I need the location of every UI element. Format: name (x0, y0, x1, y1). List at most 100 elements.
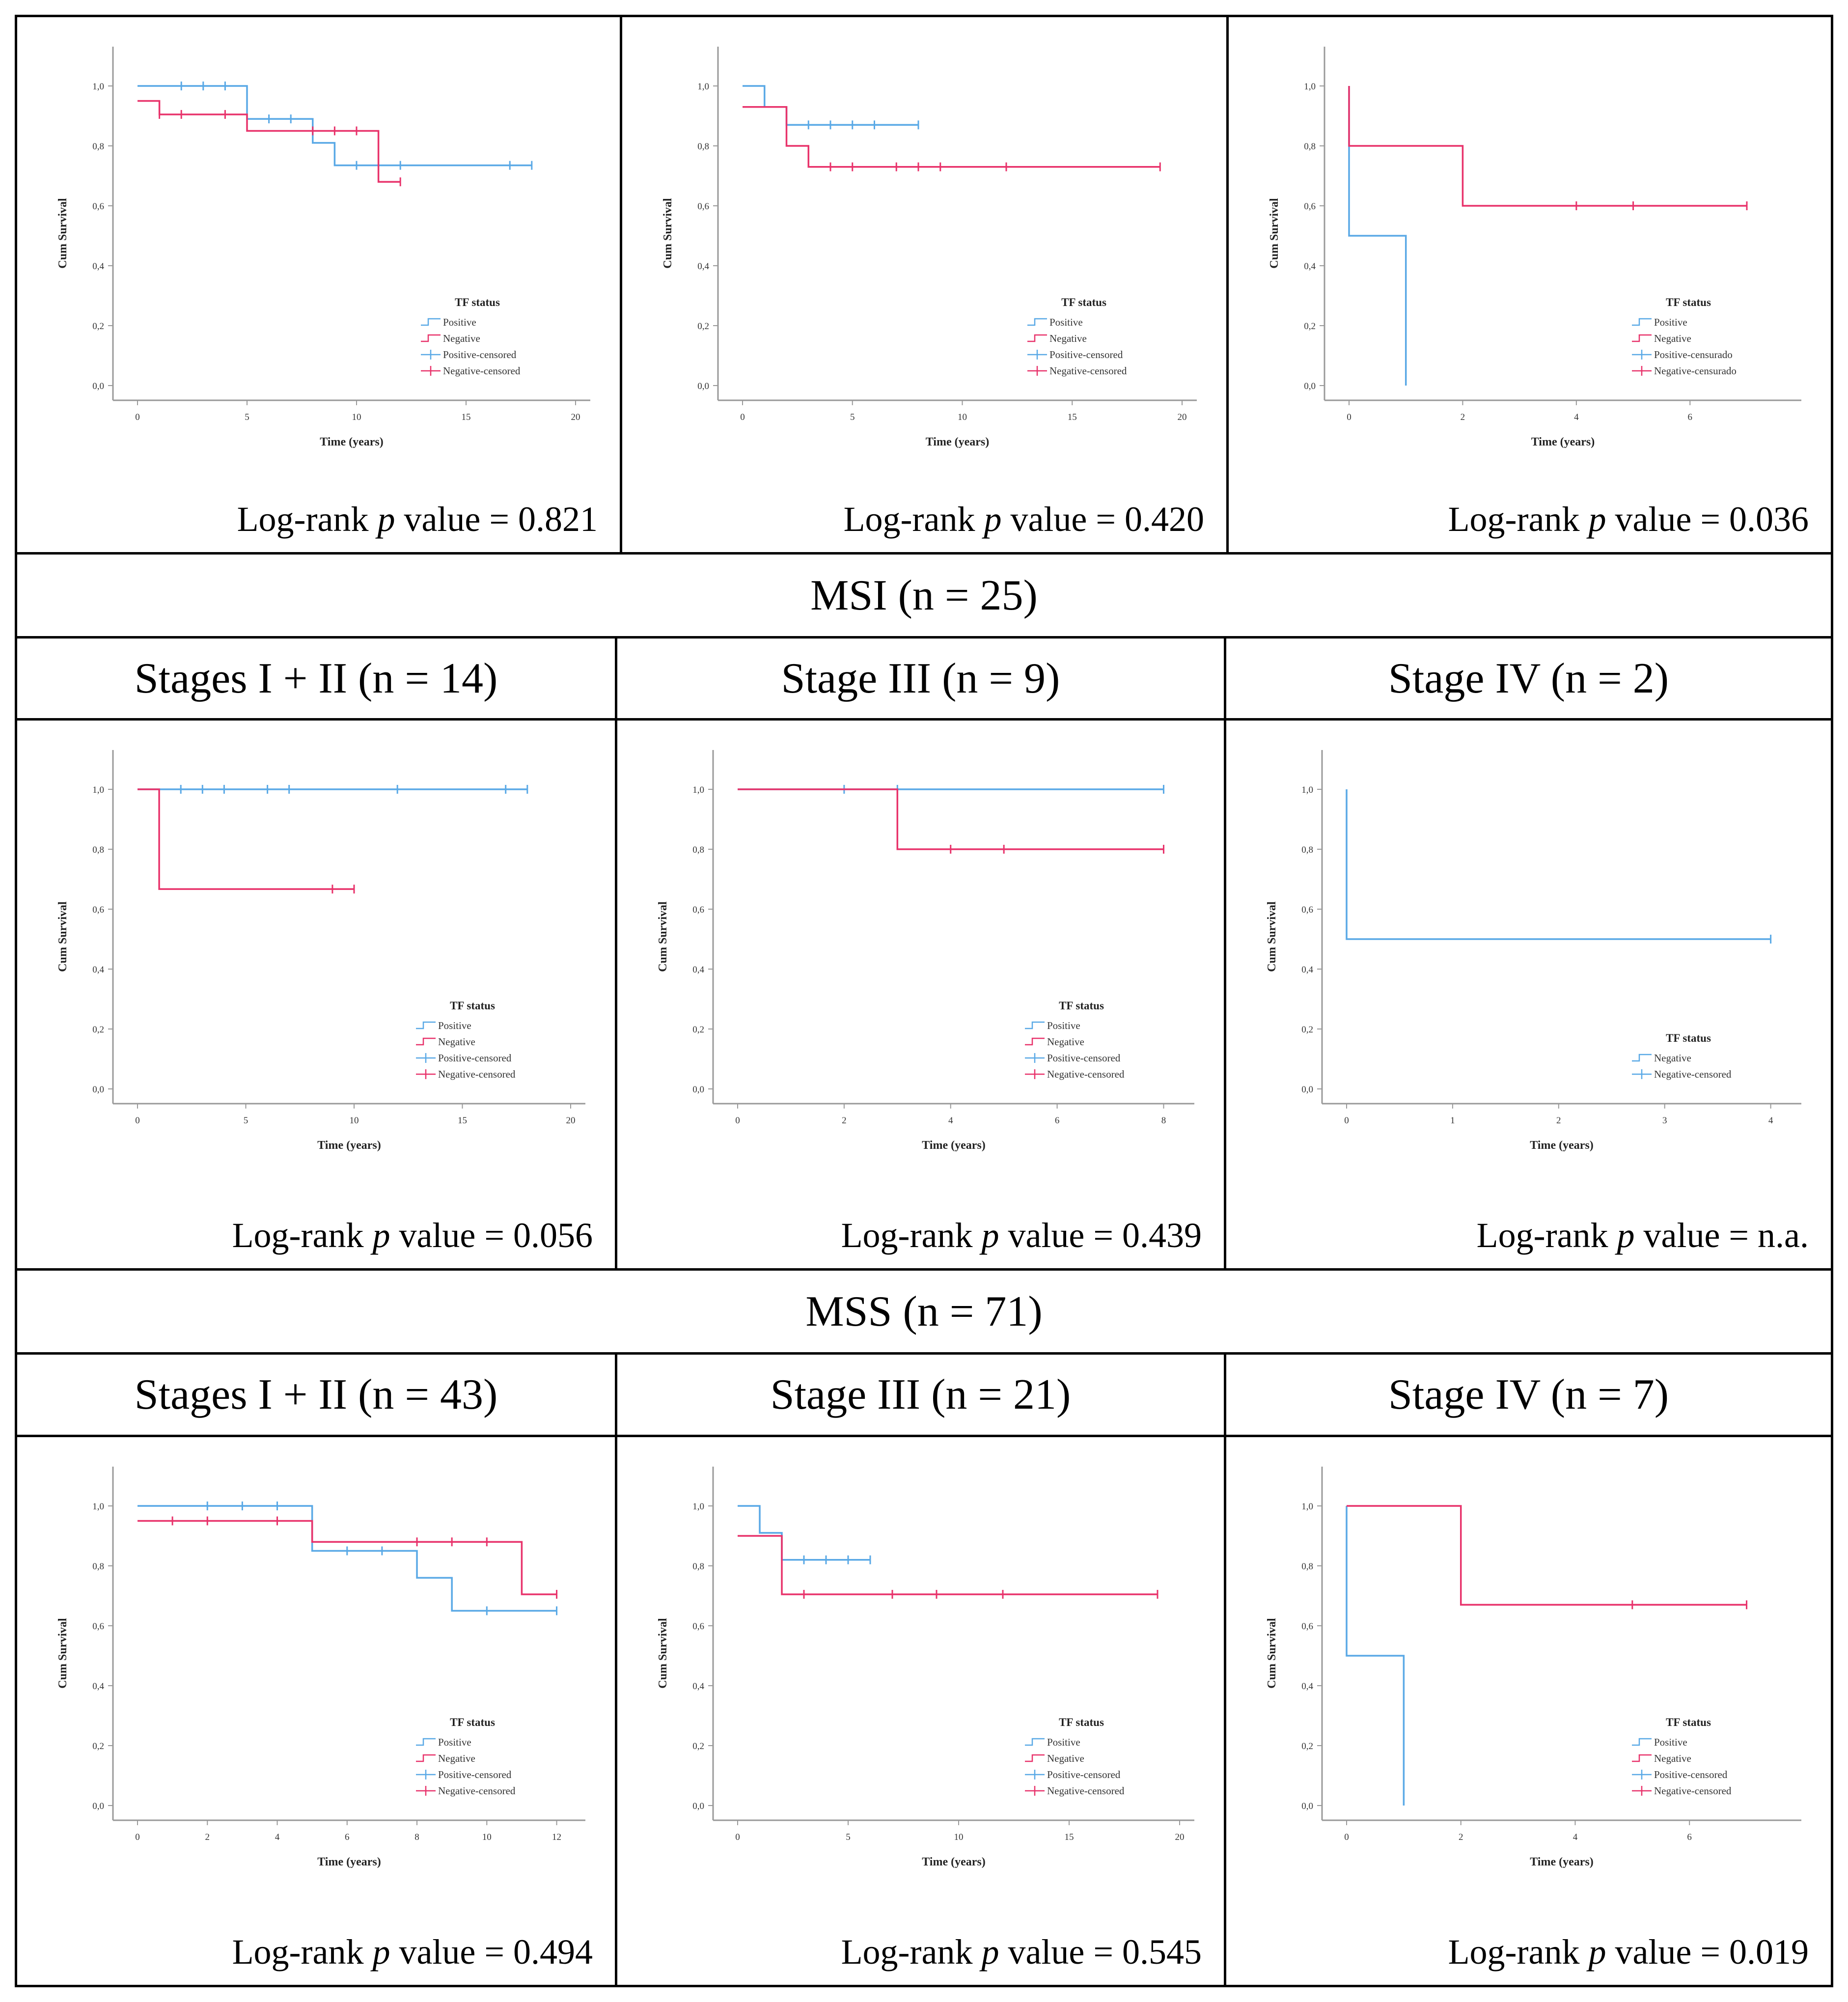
x-tick-label: 4 (948, 1115, 953, 1126)
km-plot-msi-stage12: 0,0 0,2 0,4 0,6 0,8 1,0 0 5 10 15 20 Time (years) Cu… (17, 721, 615, 1268)
y-tick-label: 0,8 (692, 1561, 704, 1572)
legend-swatch (1025, 1754, 1045, 1762)
row-divider (15, 1268, 1833, 1271)
y-tick-label: 0,0 (92, 1801, 104, 1811)
log-rank-pvalue: Log-rank p value = 0.545 (841, 1932, 1202, 1973)
log-rank-pvalue: Log-rank p value = n.a. (1477, 1215, 1809, 1256)
x-axis-label: Time (years) (922, 1856, 986, 1868)
y-tick-label: 1,0 (1301, 1502, 1313, 1512)
survival-curve-positive (743, 85, 918, 126)
legend-entry: Positive (438, 1020, 471, 1031)
x-tick-label: 5 (245, 412, 249, 422)
y-tick-label: 0,4 (697, 261, 709, 272)
km-plot-mss-stage12: 0,0 0,2 0,4 0,6 0,8 1,0 0 2 4 6 8 10 12 Time (years) C… (17, 1437, 615, 1985)
y-tick-label: 0,8 (92, 845, 104, 855)
row-divider (15, 1435, 1833, 1437)
pvalue-label: Log-rank (1448, 1932, 1580, 1972)
y-tick-label: 0,4 (692, 965, 704, 975)
y-tick-label: 0,8 (692, 845, 704, 855)
y-tick-label: 0,0 (697, 381, 709, 391)
pvalue-label: Log-rank (1476, 1216, 1608, 1255)
legend-entry: Negative (1654, 1052, 1691, 1064)
y-tick-label: 0,0 (1301, 1084, 1313, 1095)
y-tick-label: 0,2 (692, 1741, 704, 1752)
section-title-mss: MSS (n = 71) (805, 1287, 1043, 1335)
legend-entry: Positive (1047, 1020, 1080, 1031)
log-rank-pvalue: Log-rank p value = 0.019 (1448, 1932, 1809, 1973)
y-axis-label: Cum Survival (56, 198, 69, 269)
row-divider (15, 1352, 1833, 1355)
legend-swatch (1632, 334, 1652, 342)
legend-entry: Negative-censored (1654, 1068, 1732, 1080)
pvalue-p: p (1588, 1932, 1606, 1972)
pvalue-rest: value = 0.494 (399, 1932, 593, 1972)
legend-title: TF status (1666, 1032, 1711, 1044)
legend-entry: Negative-censored (443, 365, 521, 377)
x-axis-label: Time (years) (926, 436, 990, 448)
x-tick-label: 20 (571, 412, 580, 422)
x-tick-label: 5 (850, 412, 855, 422)
x-tick-label: 0 (735, 1832, 740, 1842)
legend-swatch (1632, 1754, 1652, 1762)
km-plot-svg: 0,0 0,2 0,4 0,6 0,8 1,0 0 5 10 15 20 Time (years) Cu… (657, 1467, 1194, 1868)
legend-swatch (421, 318, 441, 326)
pvalue-label: Log-rank (1448, 500, 1580, 539)
y-axis-label: Cum Survival (1266, 901, 1278, 972)
y-tick-label: 0,6 (1304, 201, 1316, 212)
x-tick-label: 0 (1347, 412, 1352, 422)
y-tick-label: 0,6 (692, 1621, 704, 1632)
x-tick-label: 10 (352, 412, 361, 422)
legend-title: TF status (1666, 1716, 1711, 1728)
stage-header: Stages I + II (n = 43) (134, 1371, 498, 1418)
x-tick-label: 4 (1768, 1115, 1773, 1126)
x-tick-label: 6 (1687, 1832, 1692, 1842)
pvalue-rest: value = 0.545 (1008, 1932, 1202, 1972)
pvalue-rest: value = 0.056 (399, 1216, 593, 1255)
legend-swatch (1025, 1037, 1045, 1046)
km-plot-all-stage3: 0,0 0,2 0,4 0,6 0,8 1,0 0 5 10 15 20 Time (years) Cu… (622, 17, 1226, 552)
legend-title: TF status (1666, 296, 1711, 308)
x-axis-label: Time (years) (317, 1139, 381, 1152)
y-tick-label: 0,2 (92, 321, 104, 332)
x-tick-label: 4 (275, 1832, 280, 1842)
y-axis-label: Cum Survival (662, 198, 674, 269)
y-axis-label: Cum Survival (1266, 1618, 1278, 1689)
table-border-left (15, 15, 17, 1987)
x-tick-label: 10 (958, 412, 967, 422)
km-plot-mss-stage3: 0,0 0,2 0,4 0,6 0,8 1,0 0 5 10 15 20 Time (years) Cu… (617, 1437, 1224, 1985)
legend-entry: Positive (1049, 316, 1083, 328)
survival-curve-positive (738, 1505, 870, 1561)
x-axis-label: Time (years) (922, 1139, 986, 1152)
pvalue-label: Log-rank (232, 1216, 364, 1255)
y-tick-label: 0,2 (92, 1741, 104, 1752)
x-tick-label: 0 (1344, 1832, 1349, 1842)
x-tick-label: 10 (482, 1832, 492, 1842)
km-plot-svg: 0,0 0,2 0,4 0,6 0,8 1,0 0 5 10 15 20 Time (years) Cu… (662, 47, 1197, 448)
y-tick-label: 0,4 (92, 1681, 104, 1692)
survival-curve-negative (1347, 1505, 1747, 1606)
y-axis-label: Cum Survival (657, 1618, 669, 1689)
legend-entry: Positive (1654, 316, 1687, 328)
x-axis-label: Time (years) (317, 1856, 381, 1868)
x-tick-label: 15 (1068, 412, 1077, 422)
pvalue-p: p (984, 500, 1002, 539)
stage-header: Stage IV (n = 7) (1388, 1371, 1669, 1418)
y-tick-label: 1,0 (692, 785, 704, 795)
legend-entry: Negative (438, 1036, 475, 1048)
y-tick-label: 0,4 (1301, 965, 1313, 975)
y-tick-label: 0,2 (697, 321, 709, 332)
y-tick-label: 0,0 (692, 1084, 704, 1095)
km-plot-mss-stage4: 0,0 0,2 0,4 0,6 0,8 1,0 0 2 4 6 Time (years) Cum Su… (1226, 1437, 1831, 1985)
y-tick-label: 0,8 (92, 1561, 104, 1572)
pvalue-rest: value = 0.420 (1010, 500, 1204, 539)
pvalue-label: Log-rank (843, 500, 975, 539)
legend-swatch (416, 1021, 436, 1029)
row-divider (15, 636, 1833, 639)
y-tick-label: 0,6 (92, 201, 104, 212)
legend-entry: Negative-censurado (1654, 365, 1737, 377)
x-tick-label: 5 (846, 1832, 851, 1842)
pvalue-p: p (1588, 500, 1606, 539)
x-tick-label: 6 (345, 1832, 350, 1842)
table-border-bottom (15, 1985, 1833, 1987)
x-tick-label: 20 (1175, 1832, 1185, 1842)
